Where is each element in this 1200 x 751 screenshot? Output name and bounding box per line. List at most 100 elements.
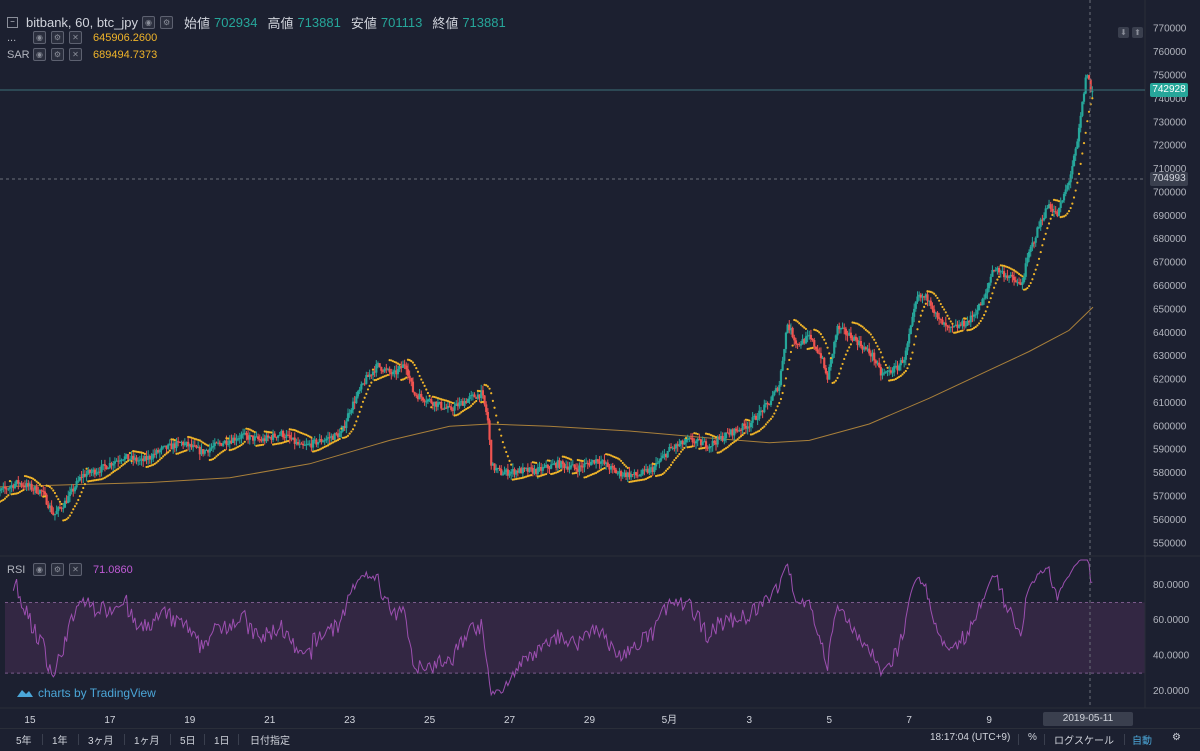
- settings-icon[interactable]: ⚙: [51, 31, 64, 44]
- candle-body: [426, 399, 430, 402]
- sar-dot: [814, 329, 818, 332]
- eye-icon[interactable]: ◉: [33, 563, 46, 576]
- sar-dot: [296, 430, 300, 433]
- close-icon[interactable]: ✕: [69, 31, 82, 44]
- sar-dot: [1064, 214, 1067, 217]
- candle-body: [308, 443, 311, 445]
- timeframe-5d[interactable]: 5日: [180, 736, 196, 747]
- rsi-tick-label: 20.0000: [1153, 686, 1190, 697]
- sar-dot: [243, 440, 246, 443]
- close-icon[interactable]: ✕: [69, 48, 82, 61]
- auto-scale-toggle[interactable]: 自動: [1132, 736, 1152, 747]
- timeframe-3m[interactable]: 3ヶ月: [88, 736, 114, 747]
- sar-dot: [260, 443, 263, 447]
- gear-icon[interactable]: ⚙: [1172, 732, 1181, 743]
- eye-icon[interactable]: ◉: [33, 48, 46, 61]
- candle-body: [95, 472, 98, 475]
- candle-body: [1031, 242, 1034, 247]
- candle-body: [395, 370, 398, 375]
- time-axis[interactable]: 15 17 19 21 23 25 27 29 5月 3 5 7 9: [24, 714, 992, 726]
- candle-body: [598, 461, 601, 464]
- sar-dot: [731, 441, 734, 445]
- timeframe-5y[interactable]: 5年: [16, 736, 32, 747]
- sar-dot: [385, 374, 388, 377]
- sar-dot: [629, 480, 633, 483]
- candle-body: [776, 388, 779, 391]
- candle-body: [1024, 263, 1027, 277]
- sar-dot: [759, 428, 763, 431]
- sar-dot: [225, 437, 228, 440]
- log-scale-toggle[interactable]: ログスケール: [1054, 736, 1114, 747]
- separator: [1044, 734, 1045, 745]
- arrow-down-icon[interactable]: ⬇: [1118, 27, 1129, 38]
- sar-dot: [826, 346, 829, 349]
- sar-dot: [533, 461, 536, 464]
- settings-icon[interactable]: ⚙: [160, 16, 174, 29]
- date-range-button[interactable]: 日付指定: [250, 736, 290, 747]
- candle-body: [1076, 141, 1079, 149]
- sar-dot: [856, 322, 859, 325]
- sar-dot: [331, 441, 335, 444]
- candle-body: [701, 442, 704, 446]
- sar-dot: [130, 459, 133, 463]
- candle-body: [227, 443, 230, 445]
- candle-body: [291, 437, 295, 440]
- candle-body: [883, 372, 886, 374]
- tradingview-watermark[interactable]: charts by TradingView: [16, 686, 156, 700]
- sar-dot: [724, 447, 728, 450]
- sar-dot: [1054, 199, 1057, 202]
- candle-body: [618, 471, 621, 474]
- sar-dot: [849, 343, 852, 346]
- close-icon[interactable]: ✕: [69, 563, 82, 576]
- candle-body: [623, 472, 626, 476]
- sar-dot: [281, 441, 285, 444]
- sar-dot: [528, 474, 531, 477]
- eye-icon[interactable]: ◉: [33, 31, 46, 44]
- candle-body: [590, 461, 593, 466]
- candle-body: [338, 433, 341, 438]
- settings-icon[interactable]: ⚙: [51, 48, 64, 61]
- sar-dot: [443, 399, 446, 402]
- candle-body: [588, 463, 591, 466]
- collapse-icon[interactable]: −: [7, 17, 18, 28]
- sar-dot: [290, 428, 293, 431]
- candle-body: [1071, 166, 1074, 175]
- bottom-toolbar: 5年 1年 3ヶ月 1ヶ月 5日 1日 日付指定 18:17:04 (UTC+9…: [0, 728, 1200, 751]
- eye-icon[interactable]: ◉: [142, 16, 156, 29]
- sar-dot: [120, 464, 123, 468]
- arrow-up-icon[interactable]: ⬆: [1132, 27, 1143, 38]
- candle-body: [1004, 275, 1007, 278]
- candle-body: [651, 467, 654, 472]
- candle-body: [23, 485, 27, 488]
- sar-dot: [714, 436, 718, 439]
- sar-dot: [966, 329, 969, 332]
- sar-dot: [365, 392, 368, 395]
- sar-dot: [115, 468, 118, 471]
- candle-body: [953, 325, 956, 327]
- sar-dot: [916, 328, 919, 331]
- sar-dot: [370, 381, 373, 384]
- sar-dot: [516, 477, 519, 480]
- sar-dot: [198, 439, 201, 442]
- timeframe-1y[interactable]: 1年: [52, 736, 68, 747]
- timeframe-1m[interactable]: 1ヶ月: [134, 736, 160, 747]
- settings-icon[interactable]: ⚙: [51, 563, 64, 576]
- percent-toggle[interactable]: %: [1028, 732, 1037, 743]
- candle-body: [446, 406, 450, 409]
- timeframe-1d[interactable]: 1日: [214, 736, 230, 747]
- candle-body: [3, 486, 7, 489]
- sar-dot: [946, 314, 949, 317]
- sar-dot: [1031, 278, 1034, 281]
- sar-dot: [32, 477, 35, 480]
- candle-body: [17, 480, 20, 484]
- sar-dot: [588, 474, 591, 477]
- candle-body: [518, 468, 521, 473]
- candle-body: [778, 385, 781, 391]
- sar-dot: [228, 449, 231, 452]
- sar-dot: [994, 282, 997, 285]
- candle-body: [43, 491, 47, 495]
- price-axis[interactable]: 550000 560000 570000 580000 590000 600000 6100…: [1153, 24, 1187, 550]
- candle-body: [400, 366, 403, 368]
- candle-body: [340, 431, 343, 434]
